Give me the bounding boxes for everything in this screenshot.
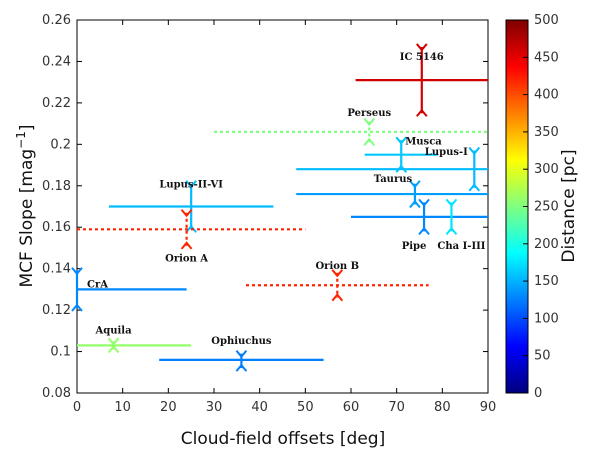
label-lupus-i: Lupus-I (425, 147, 468, 158)
y-tick-label: 0.22 (42, 96, 71, 111)
x-tick-label: 90 (480, 400, 497, 415)
y-tick-label: 0.24 (42, 54, 71, 69)
cap-top-orion-b (331, 269, 344, 278)
cap-top-taurus (409, 180, 421, 189)
y-tick-label: 0.08 (42, 386, 71, 401)
colorbar-tick-label: 100 (534, 311, 559, 326)
point-aquila: Aquila (77, 325, 192, 354)
colorbar-tick-label: 200 (534, 237, 559, 252)
y-tick-label: 0.1 (50, 345, 71, 360)
y-axis-title-main: MCF Slope [mag (17, 149, 37, 288)
point-lupus-ii-vi: Lupus-II-VI (108, 180, 274, 233)
colorbar-tick-label: 0 (534, 386, 542, 401)
label-perseus: Perseus (347, 108, 391, 119)
cap-bottom-pipe (418, 226, 430, 236)
x-axis-title: Cloud-field offsets [deg] (181, 429, 385, 449)
y-tick-label: 0.16 (42, 220, 71, 235)
plot-frame (76, 19, 489, 394)
x-axis-ticks: 0 10 20 30 40 50 60 70 80 90 (73, 20, 496, 415)
x-tick-label: 50 (297, 400, 314, 415)
label-orion-a: Orion A (165, 253, 208, 264)
label-orion-b: Orion B (315, 261, 359, 272)
cap-top-aquila (107, 337, 120, 346)
cap-top-orion-a (180, 209, 193, 218)
y-axis-title-end: ] (17, 124, 37, 131)
y-axis-title-exponent: −1 (14, 131, 28, 149)
y-tick-label: 0.26 (42, 13, 71, 28)
x-tick-label: 20 (160, 400, 177, 415)
cap-top-pipe (418, 198, 430, 207)
colorbar-tick-label: 500 (534, 13, 559, 28)
point-ic-5146: IC 5146 (355, 43, 488, 117)
label-pipe: Pipe (402, 241, 427, 252)
point-orion-b: Orion B (245, 261, 429, 302)
point-cra: CrA (71, 267, 187, 312)
cap-top-ic-5146 (416, 43, 428, 52)
colorbar-tick-label: 300 (534, 162, 559, 177)
colorbar-tick-label: 50 (534, 349, 551, 364)
cap-bottom-perseus (363, 137, 376, 146)
y-tick-label: 0.2 (50, 137, 71, 152)
cap-bottom-cha-i-iii (445, 226, 458, 236)
cap-bottom-orion-a (180, 241, 193, 250)
x-tick-label: 70 (388, 400, 405, 415)
label-ic-5146: IC 5146 (400, 52, 444, 63)
point-cha-i-iii: Cha I-III (437, 198, 486, 252)
colorbar-tick-label: 150 (534, 274, 559, 289)
label-cha-i-iii: Cha I-III (437, 241, 485, 252)
y-tick-label: 0.14 (42, 262, 71, 277)
cap-bottom-cra (71, 303, 83, 312)
cap-bottom-ophiuchus (235, 363, 248, 372)
y-tick-label: 0.12 (42, 303, 71, 318)
cap-top-perseus (363, 117, 376, 127)
cap-top-musca (395, 136, 408, 145)
colorbar-ticks: 0 50 100 150 200 250 300 350 400 450 500 (523, 13, 559, 401)
label-ophiuchus: Ophiuchus (211, 336, 272, 347)
point-perseus: Perseus (214, 108, 488, 146)
label-taurus: Taurus (374, 174, 413, 185)
point-ophiuchus: Ophiuchus (159, 336, 324, 372)
colorbar-tick-label: 250 (534, 200, 559, 215)
x-tick-label: 40 (251, 400, 268, 415)
y-axis-ticks: 0.08 0.1 0.12 0.14 0.16 0.18 0.2 0.22 0.24 0.26 (42, 13, 488, 401)
cap-bottom-ic-5146 (416, 108, 428, 117)
colorbar-title: Distance [pc] (559, 149, 579, 262)
y-tick-label: 0.18 (42, 179, 71, 194)
y-axis-title: MCF Slope [mag−1] (14, 124, 37, 287)
x-tick-label: 60 (343, 400, 360, 415)
label-lupus-ii-vi: Lupus-II-VI (159, 180, 223, 191)
colorbar-tick-label: 450 (534, 50, 559, 65)
point-orion-a: Orion A (77, 209, 306, 264)
x-tick-label: 30 (206, 400, 223, 415)
cap-top-cha-i-iii (445, 198, 458, 207)
label-cra: CrA (87, 279, 108, 290)
cap-top-cra (71, 267, 83, 276)
colorbar-tick-label: 350 (534, 125, 559, 140)
point-taurus: Taurus (296, 174, 488, 209)
cap-bottom-aquila (107, 344, 120, 354)
x-tick-label: 80 (434, 400, 451, 415)
colorbar-tick-label: 400 (534, 88, 559, 103)
cap-bottom-orion-b (331, 293, 344, 302)
label-aquila: Aquila (94, 325, 132, 336)
label-musca: Musca (405, 137, 442, 148)
cap-top-lupus-ii-vi (185, 180, 197, 189)
cap-top-ophiuchus (235, 349, 248, 359)
cap-bottom-taurus (409, 199, 421, 209)
point-lupus-i: Lupus-I (296, 146, 488, 192)
cap-top-lupus-i (468, 146, 481, 156)
cap-bottom-lupus-i (468, 183, 481, 192)
x-tick-label: 10 (114, 400, 131, 415)
point-pipe: Pipe (351, 198, 488, 252)
x-tick-label: 0 (73, 400, 81, 415)
